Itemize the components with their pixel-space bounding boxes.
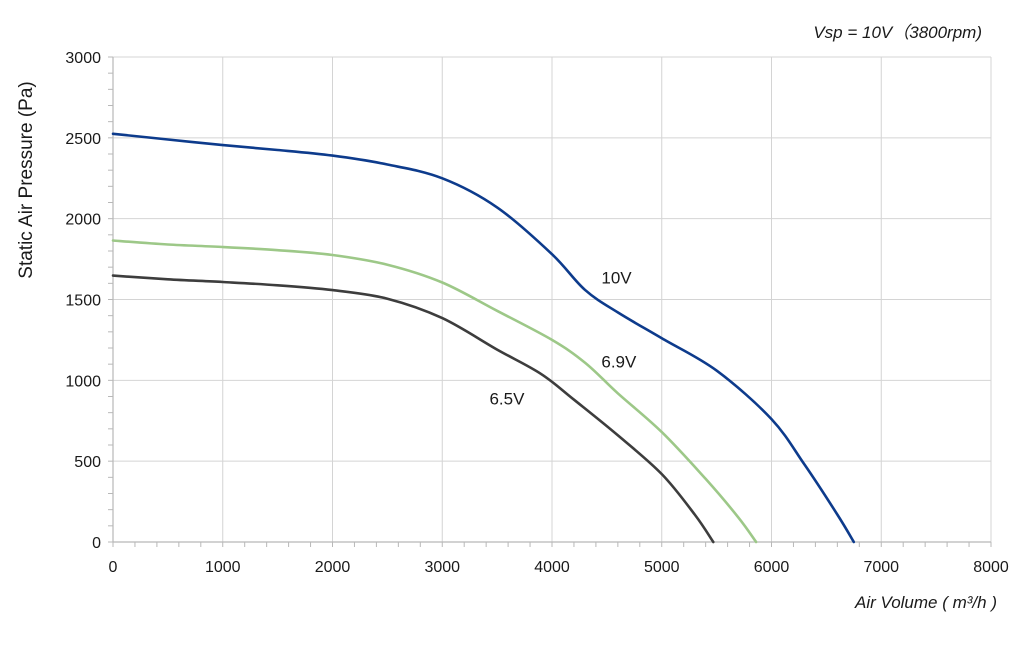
y-axis-ticks: 0 500 1000 1500 2000 2500 3000 (65, 50, 101, 552)
y-tick-label: 1000 (65, 373, 101, 390)
y-tick-label: 3000 (65, 50, 101, 67)
series-label-6-5v: 6.5V (489, 390, 525, 409)
y-tick-label: 1500 (65, 293, 101, 310)
x-tick-label: 2000 (315, 559, 351, 576)
grid-lines (113, 56, 992, 542)
series-label-10v: 10V (601, 268, 632, 287)
x-tick-label: 6000 (754, 559, 790, 576)
series-labels: 10V 6.9V 6.5V (489, 268, 637, 408)
x-tick-label: 0 (109, 559, 118, 576)
y-tick-label: 2000 (65, 212, 101, 229)
x-axis-title: Air Volume ( m³/h ) (854, 593, 997, 612)
y-axis-title: Static Air Pressure (Pa) (16, 81, 37, 278)
x-tick-label: 7000 (863, 559, 899, 576)
series-label-6-9v: 6.9V (601, 352, 637, 371)
series-line-6-5v (111, 274, 715, 544)
series-line-10v (111, 132, 856, 544)
y-tick-label: 2500 (65, 131, 101, 148)
series-lines (111, 132, 856, 544)
series-line-6-9v (111, 239, 758, 544)
chart-title: Vsp = 10V（3800rpm) (813, 23, 982, 42)
x-tick-label: 1000 (205, 559, 241, 576)
x-tick-label: 3000 (424, 559, 460, 576)
x-axis-ticks: 0 1000 2000 3000 4000 5000 6000 7000 8000 (109, 559, 1009, 576)
x-tick-label: 4000 (534, 559, 570, 576)
axes (108, 56, 992, 547)
y-tick-label: 500 (74, 454, 101, 471)
x-tick-label: 5000 (644, 559, 680, 576)
x-tick-label: 8000 (973, 559, 1009, 576)
y-tick-label: 0 (92, 535, 101, 552)
